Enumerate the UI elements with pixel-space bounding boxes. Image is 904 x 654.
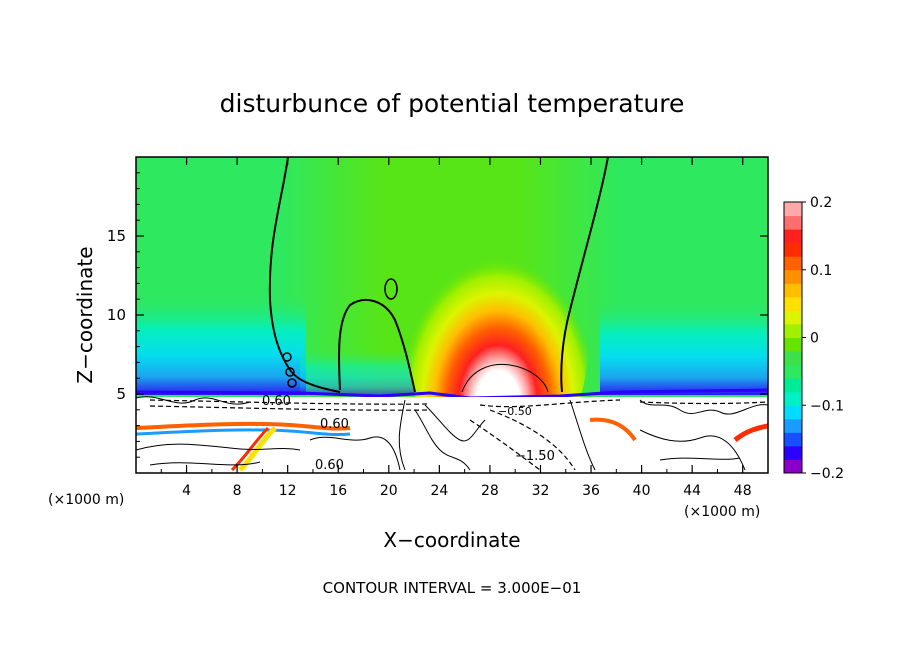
colorbar-segment <box>784 378 802 393</box>
colorbar-segment <box>784 229 802 244</box>
colorbar-segment <box>784 364 802 379</box>
turbulent-contours <box>136 396 768 471</box>
x-tick-label: 40 <box>633 483 651 499</box>
lower-stripe-right <box>589 417 637 442</box>
lower-diagonal-stripe2 <box>230 426 270 472</box>
colorbar-segment <box>784 269 802 284</box>
y-tick-label: 5 <box>116 385 126 403</box>
y-axis-label: Z−coordinate <box>73 246 97 383</box>
colorbar-segment <box>784 445 802 460</box>
zero-contour-left <box>268 157 341 393</box>
plot-area <box>136 157 768 473</box>
colorbar-segment <box>784 296 802 311</box>
colorbar-tick-label: 0.1 <box>810 263 832 279</box>
zero-contour-island <box>384 278 398 300</box>
colorbar: 0.2 0.1 0 −0.1 −0.2 <box>783 195 844 482</box>
x-tick-label: 28 <box>481 483 499 499</box>
colorbar-segment <box>784 418 802 433</box>
contour-label: 0.60 <box>262 394 291 409</box>
lower-diagonal-stripe <box>238 426 277 472</box>
colorbar-segment <box>784 459 802 474</box>
colorbar-segment <box>784 202 802 217</box>
cold-band-right <box>600 300 768 395</box>
lower-stripe-far-right <box>733 423 768 442</box>
colorbar-segment <box>784 391 802 406</box>
colorbar-segment <box>784 323 802 338</box>
colorbar-tick-label: −0.2 <box>810 466 844 482</box>
contour-interval-note: CONTOUR INTERVAL = 3.000E−01 <box>323 579 582 597</box>
small-contour-3 <box>287 378 297 388</box>
colorbar-segment <box>784 283 802 298</box>
lower-white-region <box>136 397 768 473</box>
colorbar-tick-label: 0 <box>810 331 819 347</box>
contour-label: 0.60 <box>320 417 349 432</box>
colorbar-segment <box>784 432 802 447</box>
chart-title: disturbunce of potential temperature <box>220 89 685 118</box>
x-tick-label: 12 <box>279 483 297 499</box>
contour-label: −1.50 <box>515 449 555 464</box>
x-unit-left: (×1000 m) <box>48 492 124 508</box>
zero-contour-loop <box>338 299 416 393</box>
colorbar-segment <box>784 337 802 352</box>
zero-contour-right <box>560 157 609 393</box>
small-contour-2 <box>285 367 295 377</box>
x-tick-label: 20 <box>380 483 398 499</box>
x-tick-label: 44 <box>683 483 701 499</box>
x-tick-label: 32 <box>532 483 550 499</box>
colorbar-segment <box>784 405 802 420</box>
colorbar-segment <box>784 215 802 230</box>
colorbar-tick-label: 0.2 <box>810 195 832 211</box>
negative-contours <box>149 399 768 471</box>
cold-band-left <box>136 295 306 395</box>
colorbar-tick-label: −0.1 <box>810 398 844 414</box>
x-unit-right: (×1000 m) <box>684 504 760 520</box>
colorbar-segment <box>784 351 802 366</box>
contour-labels: 0.60 0.60 0.60 −1.50 −0.50 <box>262 394 555 473</box>
lower-stripe-left <box>136 421 351 431</box>
colorbar-segment <box>784 310 802 325</box>
x-tick-label: 16 <box>329 483 347 499</box>
x-axis: 4 8 12 16 20 24 28 32 36 40 44 48 <box>160 157 752 499</box>
x-axis-label: X−coordinate <box>383 528 520 552</box>
small-contour-1 <box>282 352 292 362</box>
x-tick-label: 4 <box>182 483 191 499</box>
y-tick-label: 15 <box>107 227 126 245</box>
colorbar-segment <box>784 242 802 257</box>
warm-core-contour <box>461 363 549 393</box>
cold-front-line <box>136 388 768 400</box>
contour-label: 0.60 <box>315 458 344 473</box>
contour-label: −0.50 <box>498 405 532 418</box>
colorbar-segment <box>784 256 802 271</box>
x-tick-label: 36 <box>582 483 600 499</box>
y-tick-label: 10 <box>107 306 126 324</box>
y-axis: 5 10 15 <box>107 172 768 458</box>
x-tick-label: 8 <box>233 483 242 499</box>
x-tick-label: 48 <box>734 483 752 499</box>
x-tick-label: 24 <box>430 483 448 499</box>
